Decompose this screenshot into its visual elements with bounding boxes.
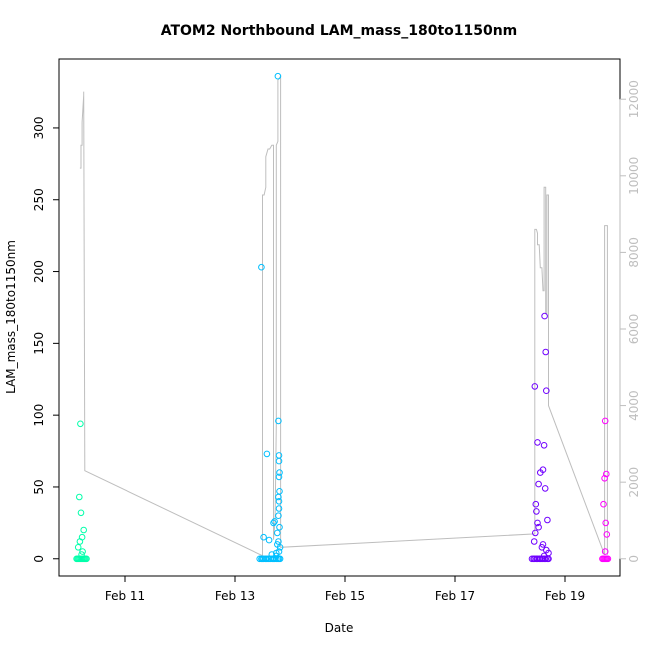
data-point	[79, 548, 86, 555]
x-tick-label: Feb 19	[545, 589, 585, 603]
data-point	[541, 485, 549, 492]
data-point	[270, 519, 277, 527]
y2-tick-label: 2000	[627, 467, 641, 498]
data-point	[275, 498, 283, 505]
data-point	[531, 383, 539, 390]
y2-tick-label: 12000	[627, 80, 641, 118]
y-tick-label: 100	[32, 404, 46, 427]
y-tick-label: 250	[32, 188, 46, 211]
data-point	[76, 493, 83, 501]
data-point	[534, 519, 541, 527]
series-2	[528, 312, 552, 563]
points-layer	[73, 72, 612, 563]
x-tick-label: Feb 13	[215, 589, 255, 603]
x-axis-label: Date	[325, 621, 354, 635]
data-point	[260, 533, 267, 541]
y2-tick-label: 0	[627, 555, 641, 563]
data-point	[543, 387, 550, 395]
data-point	[275, 538, 282, 545]
series-3	[599, 417, 612, 563]
data-point	[535, 480, 542, 488]
data-point	[265, 536, 273, 544]
data-point	[532, 529, 539, 537]
y2-tick-label: 4000	[627, 390, 641, 421]
data-point	[271, 518, 278, 525]
data-point	[276, 544, 284, 551]
data-point	[603, 470, 610, 478]
data-point	[275, 512, 282, 520]
data-point	[275, 505, 283, 512]
data-point	[268, 551, 276, 558]
data-point	[541, 312, 548, 320]
y-axis-left: 0 50 100 150 200 250 300	[32, 116, 59, 563]
data-point	[263, 450, 271, 458]
y-tick-label: 200	[32, 260, 46, 283]
y-tick-label: 150	[32, 332, 46, 355]
data-point	[78, 533, 86, 541]
x-axis: Feb 11 Feb 13 Feb 15 Feb 17 Feb 19	[105, 576, 585, 603]
y2-tick-label: 8000	[627, 237, 641, 268]
data-point	[603, 531, 611, 538]
data-point	[276, 523, 283, 531]
data-point	[534, 439, 541, 446]
data-point	[544, 516, 551, 524]
data-point	[258, 263, 265, 271]
x-tick-label: Feb 11	[105, 589, 145, 603]
data-point	[540, 552, 548, 560]
data-point	[545, 549, 552, 557]
data-point	[275, 473, 283, 481]
data-point	[78, 551, 85, 558]
data-point	[601, 548, 609, 555]
data-point	[83, 555, 90, 563]
x-tick-label: Feb 15	[325, 589, 365, 603]
data-point	[276, 469, 283, 476]
data-point	[80, 526, 87, 534]
y-axis-right: 0 2000 4000 6000 8000 10000 12000	[619, 80, 641, 563]
data-point	[539, 541, 547, 548]
data-point	[273, 552, 280, 560]
data-point	[275, 452, 283, 459]
y-tick-label: 0	[32, 555, 46, 563]
data-point	[542, 348, 550, 356]
data-point	[601, 417, 609, 425]
data-point	[602, 519, 610, 527]
data-point	[274, 72, 282, 80]
y2-tick-label: 6000	[627, 314, 641, 345]
x-tick-label: Feb 17	[435, 589, 475, 603]
y2-tick-label: 10000	[627, 157, 641, 195]
data-point	[274, 529, 281, 537]
y-axis-label: LAM_mass_180to1150nm	[4, 240, 18, 394]
y-tick-label: 50	[32, 479, 46, 494]
data-point	[604, 555, 612, 563]
series-1	[256, 72, 284, 563]
data-point	[276, 488, 283, 495]
series-0	[73, 420, 90, 563]
data-point	[535, 523, 542, 531]
data-point	[77, 509, 85, 517]
data-point	[533, 508, 540, 515]
data-point	[601, 475, 608, 482]
data-point	[540, 442, 548, 449]
data-point	[539, 466, 547, 474]
data-point	[530, 538, 538, 545]
data-point	[532, 500, 540, 508]
data-point	[77, 420, 84, 428]
data-point	[74, 544, 82, 551]
y-tick-label: 300	[32, 116, 46, 139]
data-point	[275, 417, 282, 425]
chart-title: ATOM2 Northbound LAM_mass_180to1150nm	[161, 23, 518, 39]
data-point	[600, 500, 607, 508]
